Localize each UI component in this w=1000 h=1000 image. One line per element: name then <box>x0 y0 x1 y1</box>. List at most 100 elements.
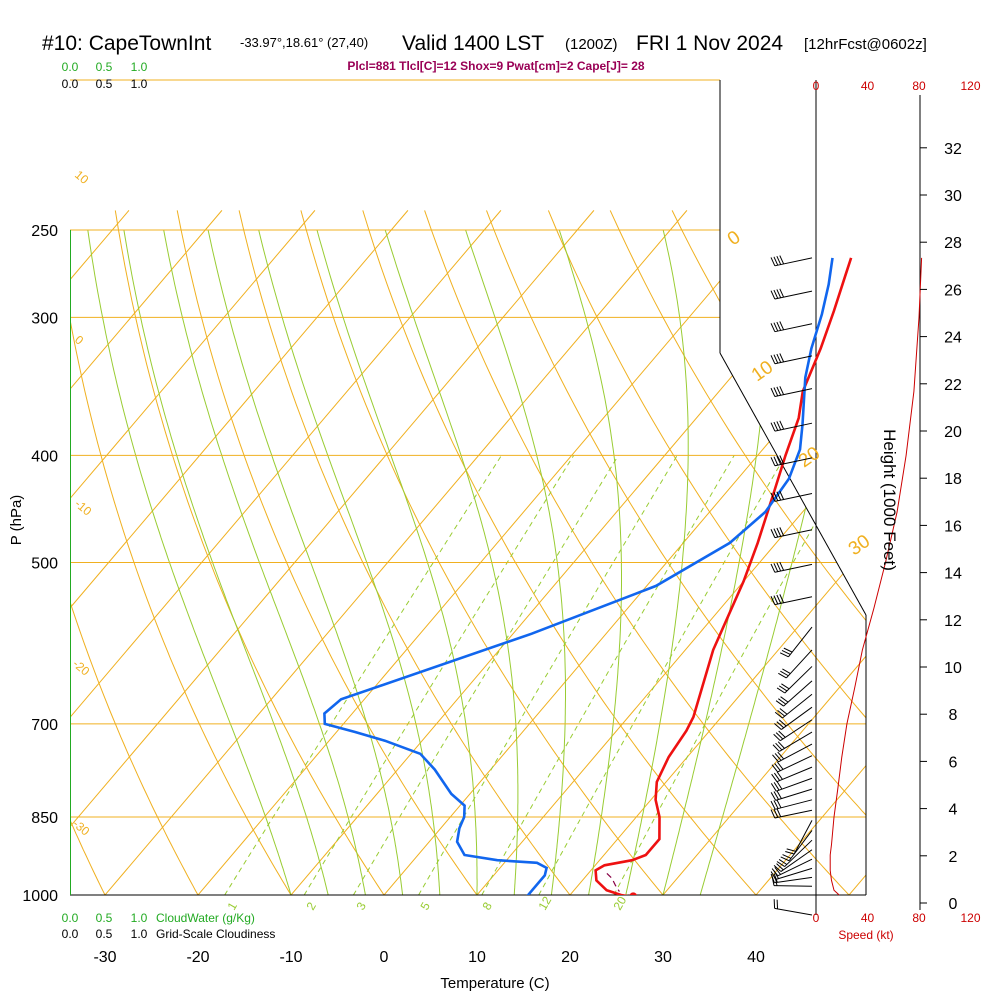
height-tick-label: 30 <box>944 188 962 205</box>
dry-adiabat-line <box>238 210 589 895</box>
dry-adiabat-line <box>486 210 866 895</box>
station-coords: -33.97°,18.61° (27,40) <box>240 35 368 50</box>
wind-barb-feather <box>785 851 795 855</box>
wind-barb-shaft <box>776 766 813 783</box>
wind-barb-shaft <box>784 666 813 694</box>
cloud-scale-label: 0.0 <box>62 927 79 941</box>
wind-barb <box>770 788 813 801</box>
wind-barb <box>779 626 813 658</box>
mixing-ratio-label: 12 <box>535 894 554 913</box>
wind-barb-shaft <box>774 492 813 502</box>
wind-barb-feather <box>774 723 782 730</box>
wind-barb-feather <box>776 255 782 265</box>
wind-barb-feather <box>778 685 788 692</box>
dewpoint-line <box>323 257 834 895</box>
wind-barb-feather <box>773 387 779 397</box>
wind-barb-feather <box>779 527 785 536</box>
wind-barb-shaft <box>785 649 813 679</box>
wind-barb-shaft <box>784 839 813 867</box>
wind-barb-feather <box>776 491 782 501</box>
wind-barb-feather <box>770 257 776 267</box>
height-tick-label: 22 <box>944 377 962 394</box>
speed-axis-label: Speed (kt) <box>838 928 893 942</box>
wind-barb-feather <box>773 870 779 879</box>
wind-barb-feather <box>774 876 778 886</box>
pressure-tick-label: 850 <box>31 810 58 827</box>
moist-adiabat-line <box>258 229 441 895</box>
isotherm-label: 10 <box>748 357 777 386</box>
wind-barb <box>770 353 813 365</box>
temperature-tick-label: 20 <box>561 949 579 966</box>
isotherm-line <box>270 210 866 895</box>
wind-barb-feather <box>779 353 785 363</box>
height-tick-label: 24 <box>944 330 962 347</box>
wind-barb <box>771 766 813 783</box>
pressure-tick-label: 700 <box>31 717 58 734</box>
mixing-ratio-label: 3 <box>353 899 369 912</box>
wind-barb <box>773 899 813 916</box>
wind-barb <box>770 288 813 300</box>
pressure-tick-label: 500 <box>31 555 58 572</box>
wind-barb <box>785 820 813 855</box>
wind-barb-feather <box>773 808 779 818</box>
valid-date: FRI 1 Nov 2024 <box>636 32 783 55</box>
cloud-scale-label: 0.0 <box>62 60 79 74</box>
wind-barb-feather <box>783 647 793 653</box>
zulu-time: (1200Z) <box>565 36 618 53</box>
moist-adiabat-line <box>384 229 519 895</box>
wind-barb-feather <box>779 386 785 395</box>
wind-barb-feather <box>776 863 784 871</box>
isotherm-line <box>70 210 502 895</box>
height-tick-label: 16 <box>944 518 962 535</box>
moist-adiabat-line <box>558 229 622 895</box>
cloud-water-label: CloudWater (g/Kg) <box>156 911 255 925</box>
wind-barb-feather <box>770 492 776 502</box>
mixing-ratio-label: 5 <box>417 899 433 912</box>
wind-barb-shaft <box>774 323 813 333</box>
dry-adiabat-line <box>70 210 212 895</box>
wind-barb-feather <box>776 790 782 799</box>
cloud-scale-label: 1.0 <box>131 927 148 941</box>
wind-barb-shaft <box>782 693 813 719</box>
height-tick-label: 4 <box>949 802 958 819</box>
cloud-scale-label: 0.5 <box>96 911 113 925</box>
isotherm-line <box>642 210 866 895</box>
wind-barb <box>770 867 813 880</box>
pressure-tick-label: 300 <box>31 310 58 327</box>
height-tick-label: 26 <box>944 282 962 299</box>
height-tick-label: 32 <box>944 141 962 158</box>
wind-barb-feather <box>779 561 785 571</box>
wind-barb-feather <box>780 670 789 677</box>
wind-barb-feather <box>770 323 776 332</box>
wind-barb-feather <box>774 866 781 875</box>
wind-barb-feather <box>779 708 788 715</box>
wind-barb <box>776 839 813 867</box>
height-tick-label: 6 <box>949 754 958 771</box>
wind-barb-feather <box>779 255 785 265</box>
dry-adiabat-label: 10 <box>72 168 91 188</box>
cloudiness-label: Grid-Scale Cloudiness <box>156 927 275 941</box>
dry-adiabat-label: -10 <box>72 497 95 519</box>
wind-barb-feather <box>770 809 776 819</box>
wind-barb-shaft <box>788 830 813 862</box>
wind-barb <box>773 849 813 872</box>
sounding-series <box>70 229 853 895</box>
cloud-scale-label: 1.0 <box>131 911 148 925</box>
wind-barb-feather <box>771 773 778 783</box>
wind-barb-feather <box>777 761 784 770</box>
temperature-tick-label: 0 <box>380 949 389 966</box>
wind-barb <box>770 594 813 606</box>
wind-barb-feather <box>779 321 785 331</box>
wind-barb-shaft <box>774 596 813 606</box>
height-tick-label: 0 <box>949 896 958 913</box>
wind-barb-feather <box>780 856 790 862</box>
wind-barb <box>770 321 813 333</box>
wind-barb-feather <box>776 421 782 431</box>
isotherm-line <box>456 210 866 895</box>
mixing-ratio-line <box>613 455 854 895</box>
wind-barb <box>775 680 813 707</box>
wind-barb-feather <box>773 899 776 909</box>
dry-adiabat-line <box>981 210 1000 918</box>
wind-barb-feather <box>770 871 777 880</box>
